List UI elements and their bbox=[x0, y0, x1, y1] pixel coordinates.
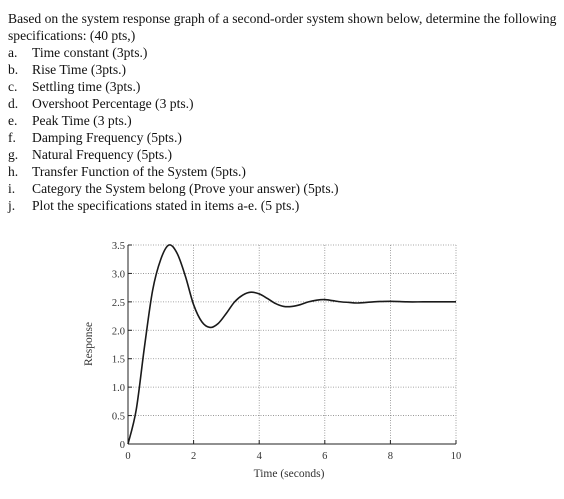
spec-letter: e. bbox=[8, 113, 18, 128]
spec-letter: j. bbox=[8, 198, 16, 213]
spec-item: f. Damping Frequency (5pts.) bbox=[8, 129, 558, 146]
axes bbox=[127, 245, 456, 445]
x-tick-label: 4 bbox=[257, 451, 263, 462]
spec-text: Time constant (3pts.) bbox=[32, 45, 148, 60]
spec-text: Damping Frequency (5pts.) bbox=[32, 130, 182, 145]
y-tick-label: 2.5 bbox=[112, 298, 125, 309]
spec-item: h. Transfer Function of the System (5pts.… bbox=[8, 163, 558, 180]
spec-item: a. Time constant (3pts.) bbox=[8, 44, 558, 61]
series bbox=[127, 244, 456, 445]
spec-text: Rise Time (3pts.) bbox=[32, 62, 127, 77]
spec-text: Transfer Function of the System (5pts.) bbox=[32, 164, 246, 179]
spec-item: b. Rise Time (3pts.) bbox=[8, 61, 558, 78]
y-tick-label: 3.5 bbox=[112, 241, 125, 252]
spec-letter: a. bbox=[8, 45, 18, 60]
y-tick-label: 0 bbox=[120, 440, 125, 451]
spec-letter: h. bbox=[8, 164, 19, 179]
spec-text: Natural Frequency (5pts.) bbox=[32, 147, 173, 162]
question-intro: Based on the system response graph of a … bbox=[8, 11, 557, 43]
x-tick-label: 10 bbox=[451, 451, 462, 462]
question-text: Based on the system response graph of a … bbox=[8, 10, 558, 214]
spec-item: g. Natural Frequency (5pts.) bbox=[8, 146, 558, 163]
x-tick-label: 6 bbox=[322, 451, 327, 462]
tick-labels: 0 0.5 1.0 1.5 2.0 2.5 3.0 3.5 0 2 4 6 8 10 bbox=[112, 241, 461, 462]
spec-list: a. Time constant (3pts.) b. Rise Time (3pt… bbox=[8, 44, 558, 214]
spec-text: Plot the specifications stated in items … bbox=[32, 198, 300, 213]
spec-text: Overshoot Percentage (3 pts.) bbox=[32, 96, 194, 111]
grid bbox=[128, 244, 457, 444]
spec-letter: f. bbox=[8, 130, 16, 145]
response-curve bbox=[127, 244, 456, 445]
spec-text: Settling time (3pts.) bbox=[32, 79, 141, 94]
y-tick-label: 3.0 bbox=[112, 269, 125, 280]
spec-text: Peak Time (3 pts.) bbox=[32, 113, 132, 128]
x-tick-label: 0 bbox=[125, 451, 130, 462]
spec-item: d. Overshoot Percentage (3 pts.) bbox=[8, 95, 558, 112]
y-tick-label: 1.5 bbox=[112, 355, 125, 366]
y-tick-label: 0.5 bbox=[112, 412, 125, 423]
y-axis-title: Response bbox=[83, 322, 95, 366]
spec-letter: d. bbox=[8, 96, 19, 111]
spec-letter: g. bbox=[8, 147, 19, 162]
y-tick-label: 1.0 bbox=[112, 383, 125, 394]
spec-letter: i. bbox=[8, 181, 16, 196]
y-tick-label: 2.0 bbox=[112, 326, 125, 337]
spec-text: Category the System belong (Prove your a… bbox=[32, 181, 339, 196]
spec-item: i. Category the System belong (Prove your… bbox=[8, 180, 558, 197]
x-tick-label: 2 bbox=[191, 451, 196, 462]
x-tick-label: 8 bbox=[388, 451, 393, 462]
spec-item: e. Peak Time (3 pts.) bbox=[8, 112, 558, 129]
spec-letter: c. bbox=[8, 79, 18, 94]
x-axis-title: Time (seconds) bbox=[254, 468, 325, 480]
spec-item: j. Plot the specifications stated in item… bbox=[8, 197, 558, 214]
spec-letter: b. bbox=[8, 62, 19, 77]
spec-item: c. Settling time (3pts.) bbox=[8, 78, 558, 95]
